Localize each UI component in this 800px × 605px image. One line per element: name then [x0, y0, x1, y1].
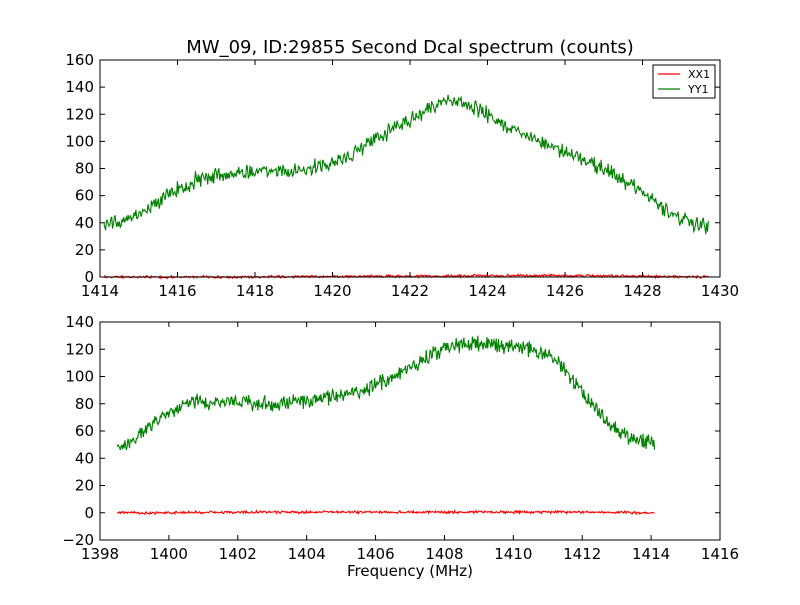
x-tick-label: 1398 [81, 545, 119, 563]
series-line-yy1-panel-1 [103, 94, 709, 235]
x-tick-label: 1416 [701, 545, 739, 563]
top-panel: 1414 1416 1418 1420 1422 1424 1426 1428 1430 0 20 4… [65, 51, 739, 300]
x-tick-label: 1428 [623, 282, 661, 300]
legend-label-xx1: XX1 [688, 68, 710, 81]
y-tick-label: 120 [65, 105, 94, 123]
x-tick-label: 1424 [468, 282, 506, 300]
series-line-xx1-panel-1 [103, 273, 709, 280]
x-tick-label: 1410 [494, 545, 532, 563]
x-tick-label: 1416 [158, 282, 196, 300]
x-tick-label: 1430 [701, 282, 739, 300]
x-tick-label: 1406 [356, 545, 394, 563]
x-tick-label: 1404 [288, 545, 326, 563]
y-tick-label: 20 [75, 241, 94, 259]
x-tick-label: 1422 [391, 282, 429, 300]
x-tick-label: 1408 [425, 545, 463, 563]
y-tick-label: 60 [75, 187, 94, 205]
y-tick-label: 0 [84, 504, 94, 522]
legend-label-yy1: YY1 [687, 83, 708, 96]
series-line-yy1-panel-2 [116, 335, 656, 451]
y-tick-label: 40 [75, 214, 94, 232]
y-tick-label: 60 [75, 422, 94, 440]
x-tick-label: 1400 [150, 545, 188, 563]
y-tick-label: 140 [65, 313, 94, 331]
y-tick-label: 100 [65, 132, 94, 150]
x-tick-label: 1412 [563, 545, 601, 563]
x-tick-label: 1414 [632, 545, 670, 563]
y-tick-label: 160 [65, 51, 94, 69]
legend-box [652, 64, 716, 99]
x-tick-label: 1402 [219, 545, 257, 563]
y-tick-label: 40 [75, 449, 94, 467]
y-tick-label: 100 [65, 368, 94, 386]
bottom-panel: 1398 1400 1402 1404 1406 1408 1410 1412 1414 1416… [62, 313, 739, 580]
y-tick-label: 120 [65, 340, 94, 358]
x-tick-label: 1414 [81, 282, 119, 300]
y-tick-label: 140 [65, 78, 94, 96]
x-tick-label: 1418 [236, 282, 274, 300]
chart-title: MW_09, ID:29855 Second Dcal spectrum (co… [186, 37, 633, 58]
y-tick-label: 80 [75, 160, 94, 178]
series-line-xx1-panel-2 [116, 509, 655, 516]
y-tick-label: 0 [84, 268, 94, 286]
y-tick-label: 80 [75, 395, 94, 413]
y-tick-label: −20 [62, 531, 94, 549]
y-tick-label: 20 [75, 477, 94, 495]
x-tick-label: 1420 [313, 282, 351, 300]
x-tick-label: 1426 [546, 282, 584, 300]
plot-frame [99, 59, 721, 278]
x-axis-label: Frequency (MHz) [347, 562, 473, 580]
